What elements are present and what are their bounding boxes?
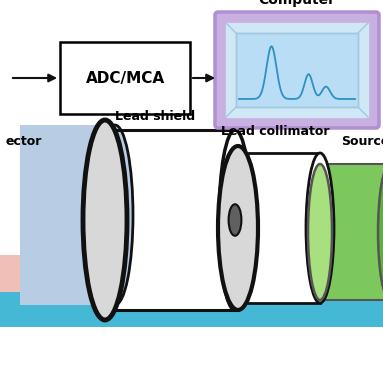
Ellipse shape (83, 120, 127, 320)
Ellipse shape (218, 146, 258, 310)
Bar (226, 23, 368, 117)
Bar (20, 125, 115, 305)
Bar (0, 292, 383, 327)
Ellipse shape (306, 153, 334, 303)
Text: ector: ector (5, 135, 41, 148)
Bar (60, 42, 190, 114)
Ellipse shape (378, 164, 383, 300)
Ellipse shape (308, 164, 332, 300)
Bar (320, 164, 383, 300)
Text: Source: Source (341, 135, 383, 148)
Text: Computer: Computer (259, 0, 336, 7)
Bar (0, 255, 383, 295)
FancyBboxPatch shape (215, 12, 379, 128)
Text: ADC/MCA: ADC/MCA (85, 70, 165, 85)
Ellipse shape (229, 204, 241, 236)
Bar (238, 153, 320, 303)
Ellipse shape (97, 125, 133, 305)
Bar (236, 33, 358, 107)
Ellipse shape (219, 130, 251, 310)
Bar (105, 130, 235, 310)
Text: Lead collimator: Lead collimator (221, 125, 329, 138)
Text: Lead shield: Lead shield (115, 110, 195, 123)
